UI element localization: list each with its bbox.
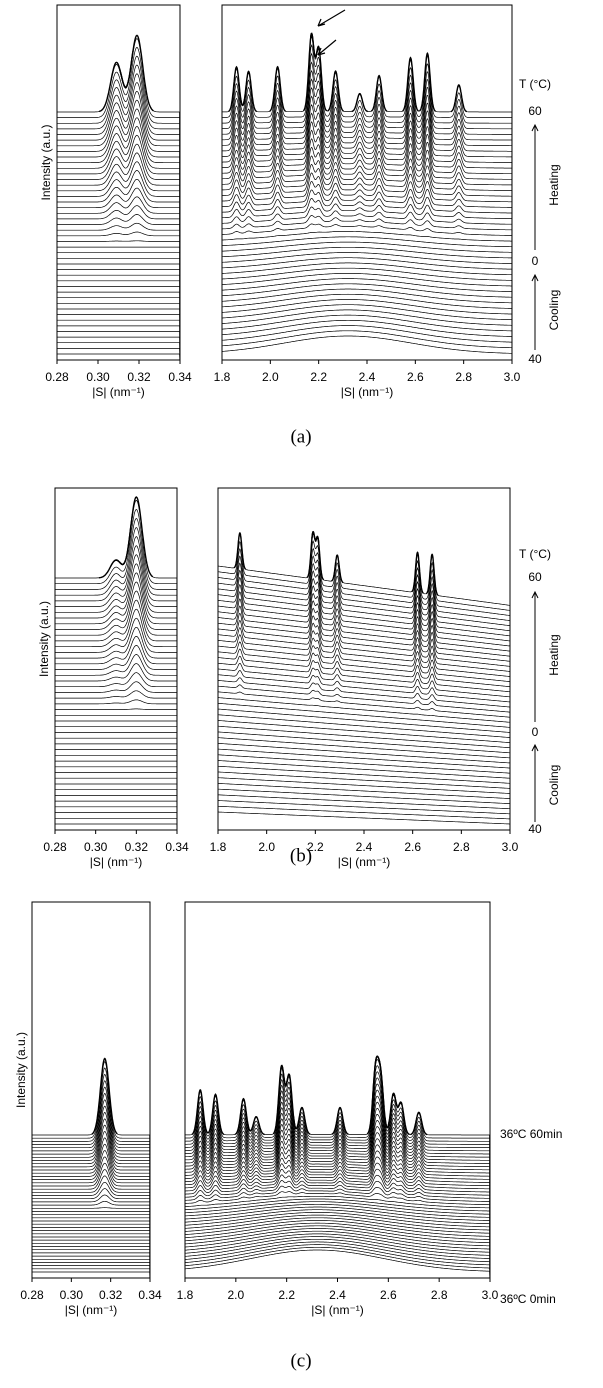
caption: (a): [290, 426, 311, 447]
caption: (c): [290, 1350, 311, 1371]
x-tick-label: 1.8: [177, 1288, 194, 1302]
temperature-title: T (°C): [519, 547, 551, 561]
temperature-label: 60: [528, 570, 542, 584]
x-tick-label: 2.8: [455, 370, 472, 384]
temperature-label: 0: [532, 254, 539, 268]
x-axis-label: |S| (nm⁻¹): [92, 385, 145, 399]
x-tick-label: 2.2: [278, 1288, 295, 1302]
figure: (a) (b) (c) 0.280.300.320.34|S| (nm⁻¹)In…: [0, 0, 603, 1388]
x-tick-label: 3.0: [502, 840, 519, 854]
x-tick-label: 2.8: [453, 840, 470, 854]
plot-area: [55, 497, 177, 835]
x-tick-label: 2.2: [310, 370, 327, 384]
pointer-arrow: [318, 40, 336, 55]
temperature-label: 40: [528, 352, 542, 366]
time-label: 36ºC 0min: [500, 1292, 556, 1306]
x-tick-label: 2.0: [262, 370, 279, 384]
x-axis-label: |S| (nm⁻¹): [311, 1303, 364, 1317]
plot-area: [32, 1059, 150, 1284]
plot-area: [57, 35, 180, 365]
x-tick-label: 0.32: [125, 840, 149, 854]
temperature-label: 0: [532, 725, 539, 739]
x-tick-label: 3.0: [504, 370, 521, 384]
x-tick-label: 2.0: [258, 840, 275, 854]
x-axis-label: |S| (nm⁻¹): [65, 1303, 118, 1317]
plot-area: [222, 34, 512, 366]
time-label: 36ºC 60min: [500, 1127, 562, 1141]
x-tick-label: 1.8: [210, 840, 227, 854]
x-tick-label: 0.28: [45, 370, 69, 384]
y-axis-label: Intensity (a.u.): [37, 601, 51, 677]
x-tick-label: 0.28: [43, 840, 67, 854]
y-axis-label: Intensity (a.u.): [39, 124, 53, 200]
x-tick-label: 0.30: [86, 370, 110, 384]
x-axis-label: |S| (nm⁻¹): [338, 855, 391, 869]
x-axis-label: |S| (nm⁻¹): [90, 855, 143, 869]
x-tick-label: 2.2: [307, 840, 324, 854]
x-tick-label: 2.4: [359, 370, 376, 384]
phase-label: Cooling: [547, 765, 561, 806]
temperature-label: 40: [528, 822, 542, 836]
phase-label: Heating: [547, 634, 561, 675]
x-tick-label: 2.6: [404, 840, 421, 854]
phase-label: Cooling: [547, 290, 561, 331]
x-tick-label: 2.6: [407, 370, 424, 384]
x-tick-label: 0.32: [127, 370, 151, 384]
x-tick-label: 0.32: [99, 1288, 123, 1302]
x-axis-label: |S| (nm⁻¹): [341, 385, 394, 399]
x-tick-label: 0.34: [138, 1288, 162, 1302]
temperature-label: 60: [528, 104, 542, 118]
x-tick-label: 2.4: [329, 1288, 346, 1302]
pointer-arrow: [318, 10, 345, 26]
x-tick-label: 0.30: [84, 840, 108, 854]
x-tick-label: 2.0: [227, 1288, 244, 1302]
x-tick-label: 0.34: [165, 840, 189, 854]
plot-area: [185, 1056, 490, 1283]
x-tick-label: 0.34: [168, 370, 192, 384]
x-tick-label: 1.8: [214, 370, 231, 384]
temperature-title: T (°C): [519, 77, 551, 91]
x-tick-label: 2.8: [431, 1288, 448, 1302]
plot-area: [218, 532, 510, 835]
x-tick-label: 3.0: [482, 1288, 499, 1302]
x-tick-label: 0.30: [60, 1288, 84, 1302]
phase-label: Heating: [547, 164, 561, 205]
y-axis-label: Intensity (a.u.): [14, 1032, 28, 1108]
x-tick-label: 2.6: [380, 1288, 397, 1302]
x-tick-label: 0.28: [20, 1288, 44, 1302]
x-tick-label: 2.4: [356, 840, 373, 854]
